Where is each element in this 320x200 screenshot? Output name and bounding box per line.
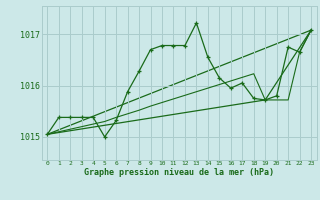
X-axis label: Graphe pression niveau de la mer (hPa): Graphe pression niveau de la mer (hPa) bbox=[84, 168, 274, 177]
